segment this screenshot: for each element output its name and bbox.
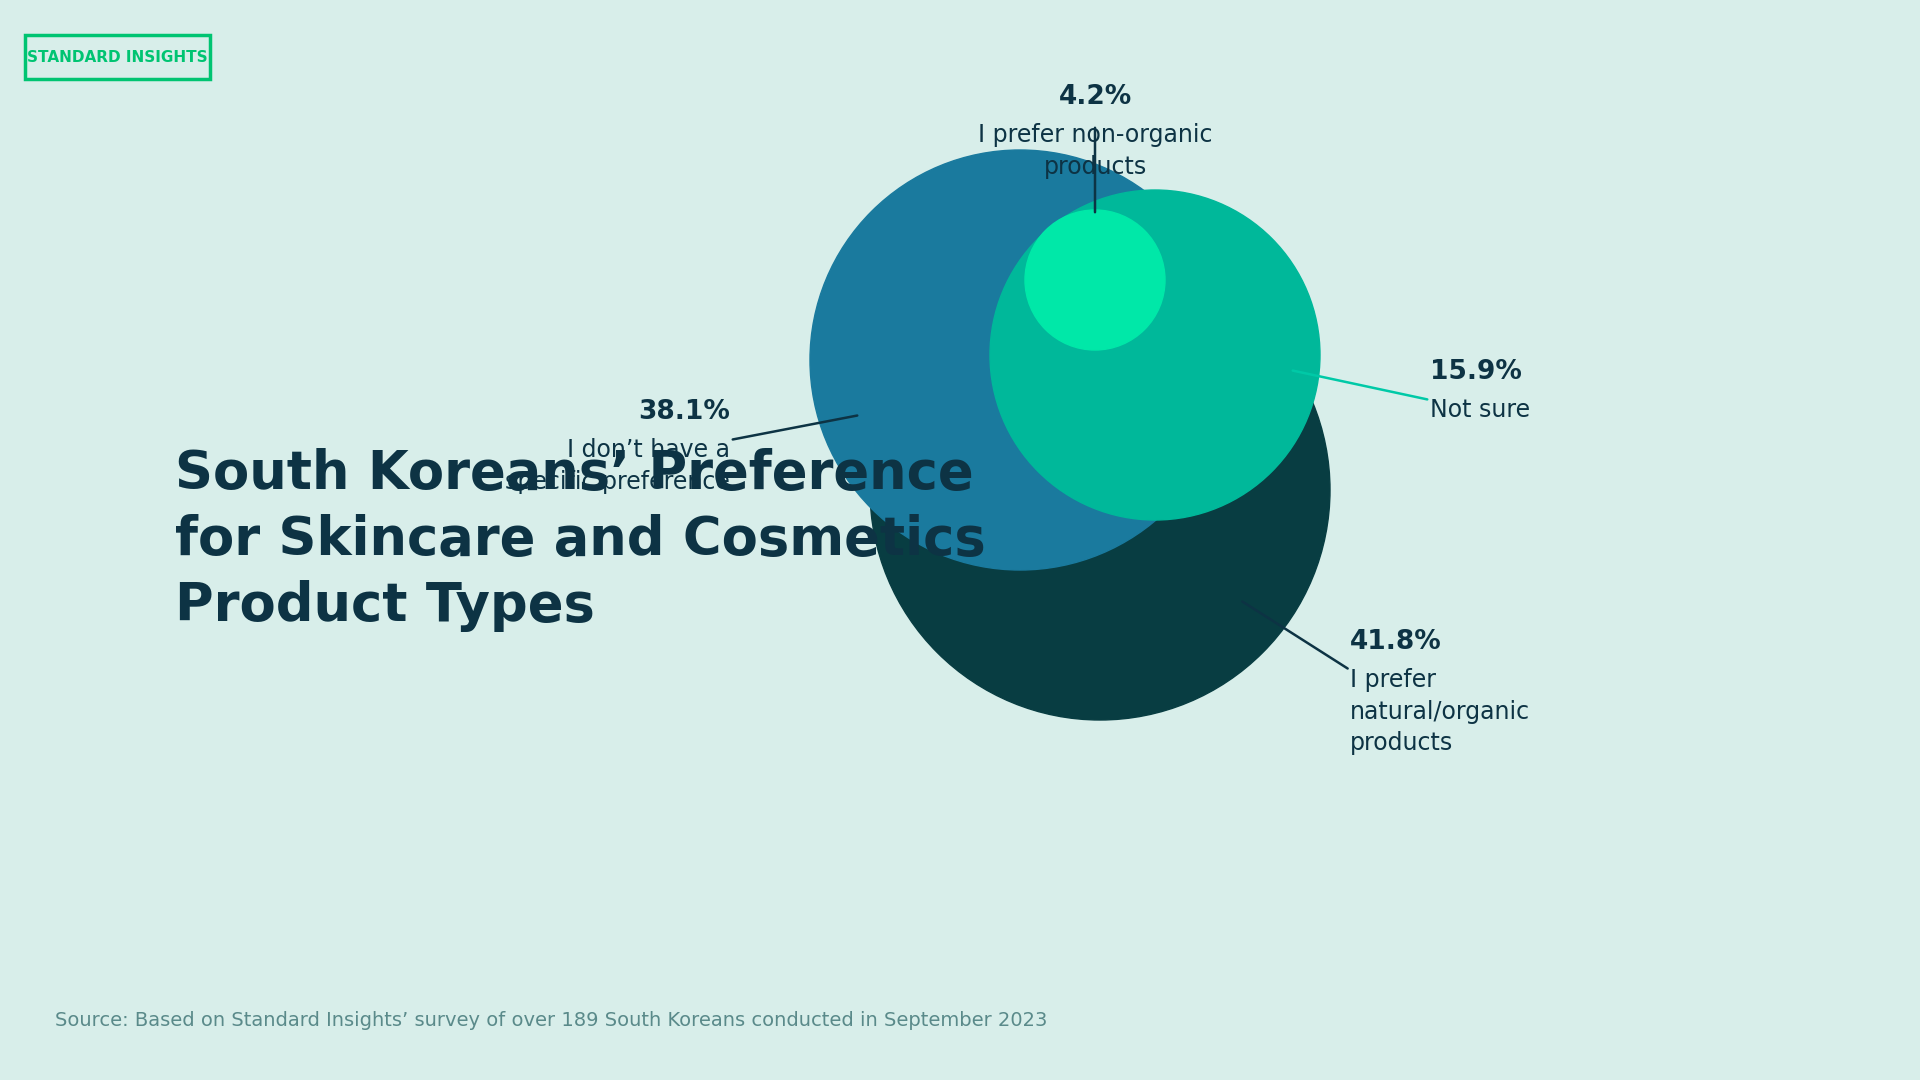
Text: 38.1%: 38.1% — [637, 399, 730, 426]
Circle shape — [991, 190, 1321, 519]
Text: I don’t have a
specific preference: I don’t have a specific preference — [505, 438, 730, 494]
Text: 4.2%: 4.2% — [1058, 84, 1131, 110]
Circle shape — [1025, 210, 1165, 350]
Text: South Koreans’ Preference
for Skincare and Cosmetics
Product Types: South Koreans’ Preference for Skincare a… — [175, 447, 985, 633]
Text: I prefer
natural/organic
products: I prefer natural/organic products — [1350, 669, 1530, 755]
Text: I prefer non-organic
products: I prefer non-organic products — [977, 123, 1212, 178]
Text: Not sure: Not sure — [1430, 399, 1530, 422]
FancyBboxPatch shape — [25, 35, 209, 79]
Circle shape — [870, 260, 1331, 720]
Text: 15.9%: 15.9% — [1430, 359, 1523, 384]
Text: Source: Based on Standard Insights’ survey of over 189 South Koreans conducted i: Source: Based on Standard Insights’ surv… — [56, 1011, 1048, 1030]
Circle shape — [810, 150, 1231, 570]
Text: 41.8%: 41.8% — [1350, 629, 1442, 654]
Text: STANDARD INSIGHTS: STANDARD INSIGHTS — [27, 50, 207, 65]
